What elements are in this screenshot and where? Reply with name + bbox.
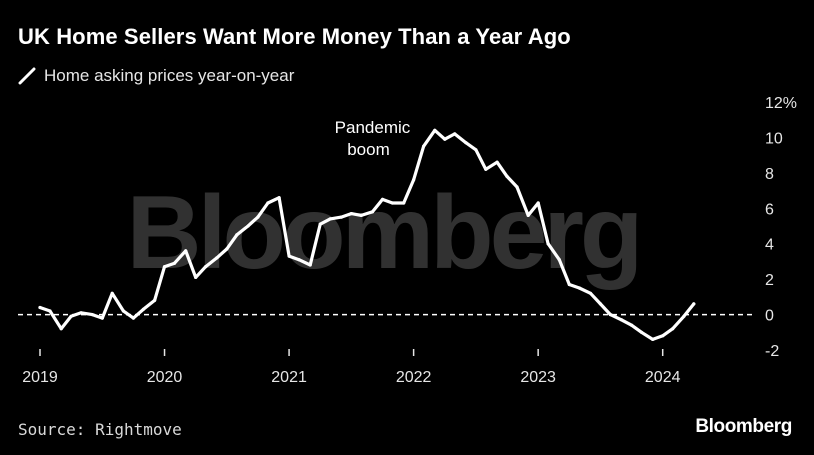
series-point [141, 307, 145, 311]
series-point [308, 263, 312, 267]
y-tick-label: 12% [765, 95, 797, 112]
series-point [246, 224, 250, 228]
series-point [682, 314, 686, 318]
series-point [505, 174, 509, 178]
series-point [172, 261, 177, 265]
y-tick-label: -2 [765, 343, 779, 360]
legend: Home asking prices year-on-year [18, 66, 294, 86]
series-point [328, 217, 332, 221]
series-point [515, 185, 519, 189]
series-point [536, 201, 540, 205]
series-point [204, 265, 208, 269]
series-point [443, 137, 447, 141]
x-tick-label: 2020 [147, 369, 183, 386]
series-point [349, 212, 353, 216]
series-point [69, 314, 73, 318]
series-point [194, 275, 198, 279]
y-tick-label: 10 [765, 130, 783, 147]
series-points [38, 128, 696, 341]
series-point [567, 282, 571, 287]
series-point [495, 160, 499, 164]
series-point [546, 242, 550, 246]
x-tick-label: 2024 [645, 369, 681, 386]
chart-title: UK Home Sellers Want More Money Than a Y… [18, 24, 571, 49]
series-point [433, 128, 437, 132]
y-tick-label: 2 [765, 272, 774, 289]
series-point [608, 313, 613, 317]
series-point [235, 233, 239, 237]
series-point [370, 210, 375, 214]
x-tick-label: 2019 [22, 369, 58, 386]
series-point [598, 302, 603, 306]
series-point [557, 258, 561, 262]
series-point [225, 247, 229, 251]
annotation-boom: boom [347, 140, 390, 159]
series-point [339, 215, 343, 219]
series-point [297, 258, 301, 262]
y-tick-label: 8 [765, 166, 774, 183]
series-point [121, 309, 125, 313]
series-point [588, 291, 593, 295]
series-point [256, 215, 260, 219]
series-point [412, 178, 416, 182]
watermark: Bloomberg [127, 175, 640, 291]
series-point [620, 318, 624, 322]
series-line-home-asking-prices [38, 128, 696, 341]
series-point [162, 265, 167, 269]
series-point [79, 311, 83, 315]
series-point [38, 305, 42, 310]
series-point [184, 249, 188, 253]
series-point [453, 132, 457, 136]
series-point [215, 256, 219, 260]
legend-label: Home asking prices year-on-year [44, 66, 295, 85]
series-point [651, 337, 655, 341]
annotation-pandemic: Pandemic [335, 118, 411, 137]
series-point [464, 141, 468, 145]
y-tick-label: 6 [765, 201, 774, 218]
series-point [318, 222, 322, 226]
source-note: Source: Rightmove [18, 420, 182, 439]
bloomberg-logo: Bloomberg [695, 416, 792, 437]
x-axis-ticks: 2019 2020 2021 2022 2023 2024 [22, 349, 681, 386]
series-point [474, 148, 478, 152]
series-point [100, 316, 104, 320]
series-point [671, 327, 675, 331]
series-point [526, 213, 530, 217]
series-point [277, 196, 281, 200]
series-point [48, 309, 52, 313]
series-point [630, 323, 634, 327]
series-point [110, 291, 114, 295]
series-point [380, 197, 385, 201]
series-point [692, 302, 696, 306]
series-point [287, 254, 291, 258]
series-point [422, 144, 426, 148]
series-point [153, 298, 157, 302]
series-point [402, 201, 406, 205]
series-point [131, 316, 135, 320]
series-point [266, 201, 270, 205]
legend-line-swatch-icon [18, 67, 36, 85]
y-tick-label: 0 [765, 308, 774, 325]
series-point [390, 201, 394, 205]
series-point [90, 313, 94, 317]
series-point [639, 330, 644, 334]
x-tick-label: 2023 [520, 369, 556, 386]
y-axis-ticks: -2 0 2 4 6 8 10 12% [765, 95, 797, 360]
x-tick-label: 2021 [271, 369, 307, 386]
series-point [484, 167, 488, 171]
y-tick-label: 4 [765, 237, 774, 254]
series-point [661, 334, 665, 338]
series-point [577, 286, 581, 290]
series-point [59, 327, 63, 331]
x-tick-label: 2022 [396, 369, 432, 386]
series-point [359, 213, 363, 217]
